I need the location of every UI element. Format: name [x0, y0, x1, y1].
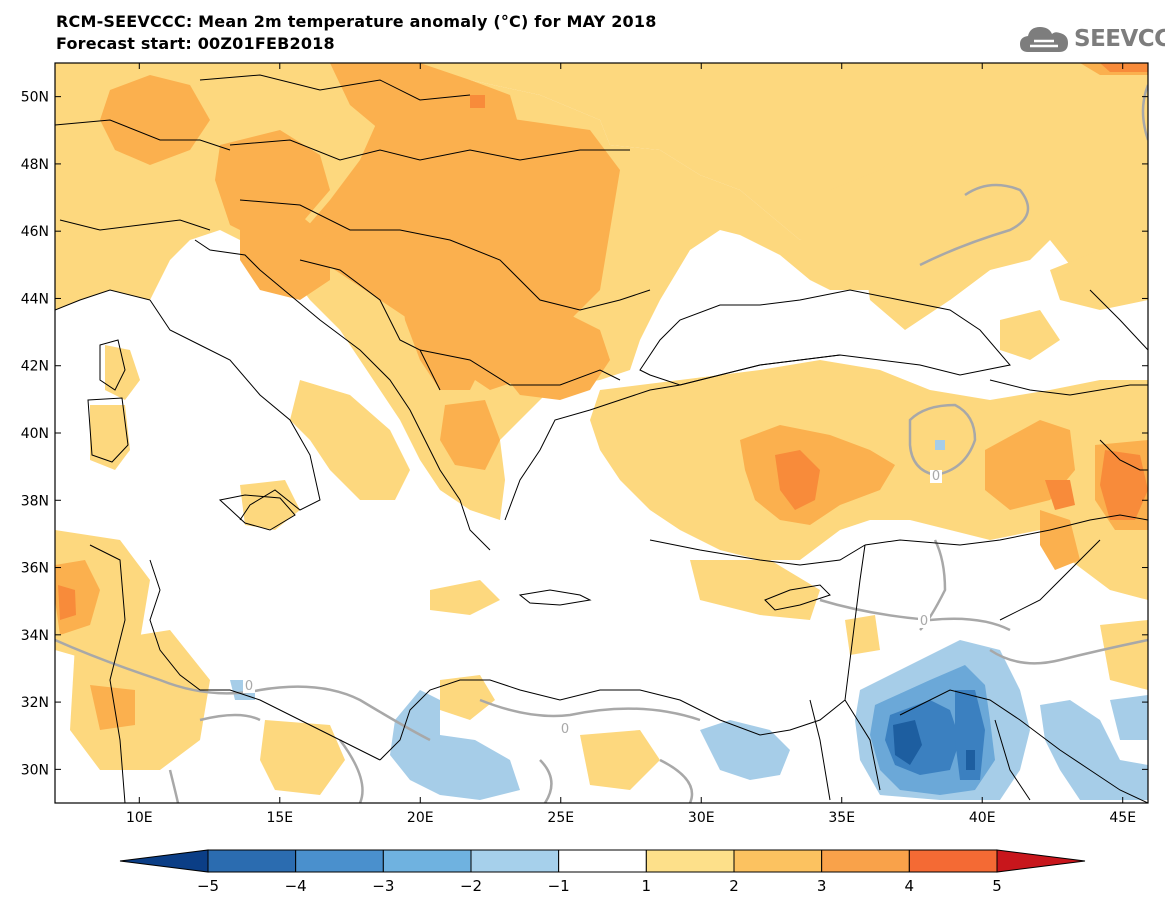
contour-label: 0	[920, 614, 928, 629]
colorbar-tick-label: −2	[460, 877, 482, 895]
latitude-label: 48N	[21, 157, 49, 173]
coastlines-borders	[55, 74, 1148, 803]
longitude-label: 15E	[266, 810, 293, 826]
contour-label: 0	[561, 722, 569, 737]
contour-label: 0	[245, 679, 253, 694]
colorbar-tick-label: 4	[905, 877, 915, 895]
latitude-label: 50N	[21, 90, 49, 106]
longitude-label: 45E	[1109, 810, 1136, 826]
anomaly-minus4-minus5-shading	[893, 720, 975, 770]
contour-labels: 0 0 0 0	[243, 469, 942, 737]
seevccc-logo: SEEVCCC	[1018, 22, 1165, 56]
longitude-label: 40E	[969, 810, 996, 826]
cloud-icon	[1020, 27, 1068, 52]
forecast-start-label: Forecast start: 00Z01FEB2018	[56, 34, 335, 53]
longitude-label: 30E	[688, 810, 715, 826]
longitude-label: 25E	[547, 810, 574, 826]
zero-contours	[55, 84, 1148, 803]
colorbar-segment	[558, 849, 647, 873]
colorbar-segment	[821, 849, 910, 873]
colorbar-tick-label: 3	[817, 877, 827, 895]
colorbar-legend: −5 −4 −3 −2 −1 1 2 3 4 5	[119, 849, 1086, 895]
latitude-label: 46N	[21, 224, 49, 240]
latitude-axis: 50N 48N 46N 44N 42N 40N 38N 36N 34N 32N 30N	[21, 90, 1148, 778]
colorbar-tick-label: −5	[197, 877, 219, 895]
colorbar-segment	[645, 849, 735, 873]
latitude-label: 38N	[21, 493, 49, 509]
colorbar-segment	[295, 849, 384, 873]
latitude-label: 44N	[21, 291, 49, 307]
longitude-axis: 10E 15E 20E 25E 30E 35E 40E 45E	[126, 63, 1136, 826]
map-field: 0 0 0 0	[55, 63, 1148, 803]
logo-text: SEEVCCC	[1074, 26, 1165, 52]
colorbar-tick-label: 5	[992, 877, 1002, 895]
colorbar-segment	[733, 849, 823, 873]
colorbar-tick-label: −3	[372, 877, 394, 895]
colorbar-tick-label: −4	[285, 877, 307, 895]
colorbar-tick-label: 1	[642, 877, 652, 895]
colorbar-segment	[470, 849, 560, 873]
latitude-label: 42N	[21, 359, 49, 375]
longitude-label: 20E	[407, 810, 434, 826]
colorbar-high-triangle	[996, 849, 1086, 873]
contour-label: 0	[932, 469, 940, 484]
latitude-label: 30N	[21, 762, 49, 778]
colorbar-segment	[382, 849, 472, 873]
map-title: RCM-SEEVCCC: Mean 2m temperature anomaly…	[56, 12, 657, 31]
anomaly-2-3-shading	[55, 63, 1148, 730]
latitude-label: 40N	[21, 426, 49, 442]
longitude-label: 35E	[828, 810, 855, 826]
longitude-label: 10E	[126, 810, 153, 826]
colorbar-segment	[908, 849, 998, 873]
colorbar-tick-label: 2	[729, 877, 739, 895]
colorbar-tick-label: −1	[548, 877, 570, 895]
latitude-label: 36N	[21, 561, 49, 577]
latitude-label: 34N	[21, 628, 49, 644]
colorbar-segment	[207, 849, 297, 873]
latitude-label: 32N	[21, 695, 49, 711]
colorbar-low-triangle	[119, 849, 209, 873]
